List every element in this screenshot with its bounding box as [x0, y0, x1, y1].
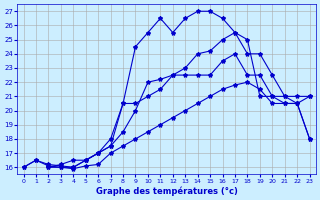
- X-axis label: Graphe des températures (°c): Graphe des températures (°c): [96, 186, 237, 196]
